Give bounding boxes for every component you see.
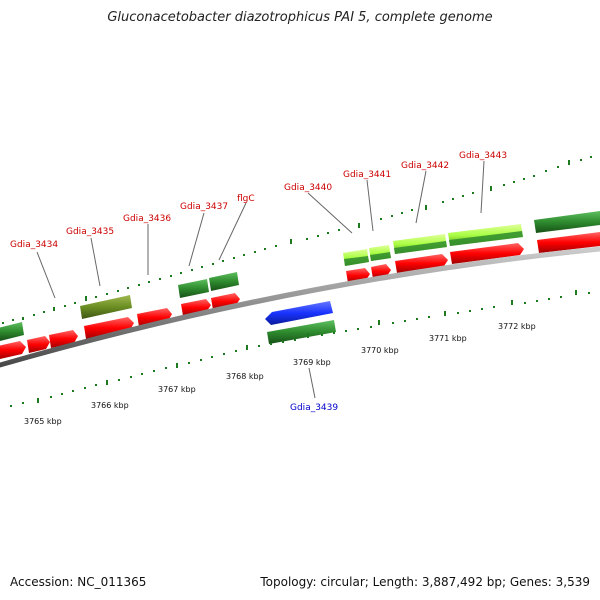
- scale-label: 3766 kbp: [91, 401, 129, 410]
- cds-arrow-flgc[interactable]: [211, 293, 240, 310]
- gene-bar-gdia-3437[interactable]: [178, 279, 209, 298]
- scale-label: 3768 kbp: [226, 372, 264, 381]
- cds-arrow[interactable]: [0, 341, 26, 359]
- scale-label: 3765 kbp: [24, 417, 62, 426]
- scale-label: 3767 kbp: [158, 385, 196, 394]
- lower-gene-track: [265, 301, 336, 344]
- outer-tick-track: [2, 156, 592, 324]
- cds-arrow-gdia-3435[interactable]: [84, 317, 134, 339]
- gene-label-gdia-3442[interactable]: Gdia_3442: [401, 161, 449, 171]
- inner-tick-track: [10, 290, 590, 407]
- cds-arrow[interactable]: [27, 336, 50, 353]
- gene-bar-gdia-3439[interactable]: [267, 320, 336, 344]
- cds-arrow-gdia-3439[interactable]: [265, 301, 333, 325]
- gene-labels: Gdia_3434 Gdia_3435 Gdia_3436 Gdia_3437 …: [10, 151, 507, 413]
- cds-arrow-gdia-3443[interactable]: [450, 243, 524, 264]
- cds-arrow-gdia-3436[interactable]: [137, 308, 172, 327]
- label-leaders: [36, 160, 485, 399]
- cds-arrow-gdia-3442[interactable]: [395, 254, 448, 273]
- gene-label-gdia-3437[interactable]: Gdia_3437: [180, 202, 228, 212]
- gene-bar[interactable]: [534, 211, 600, 233]
- scale-labels: 3765 kbp 3766 kbp 3767 kbp 3768 kbp 3769…: [24, 322, 536, 426]
- gene-label-gdia-3434[interactable]: Gdia_3434: [10, 240, 58, 250]
- gene-label-gdia-3441[interactable]: Gdia_3441: [343, 170, 391, 180]
- forward-gene-track: [0, 211, 600, 341]
- gene-label-gdia-3439[interactable]: Gdia_3439: [290, 403, 338, 413]
- scale-label: 3772 kbp: [498, 322, 536, 331]
- gene-label-gdia-3436[interactable]: Gdia_3436: [123, 214, 171, 224]
- gene-label-flgc[interactable]: flgC: [237, 194, 255, 204]
- scale-label: 3771 kbp: [429, 334, 467, 343]
- scale-label: 3770 kbp: [361, 346, 399, 355]
- map-title: Gluconacetobacter diazotrophicus PAI 5, …: [107, 10, 493, 25]
- gene-bar-gdia-3435[interactable]: [80, 295, 132, 319]
- gene-bar-flgc[interactable]: [209, 272, 239, 291]
- accession-text: Accession: NC_011365: [10, 575, 147, 589]
- gene-label-gdia-3435[interactable]: Gdia_3435: [66, 227, 114, 237]
- scale-label: 3769 kbp: [293, 358, 331, 367]
- cds-arrow[interactable]: [537, 232, 600, 253]
- cds-arrow-gdia-3437[interactable]: [181, 299, 211, 316]
- gene-bar[interactable]: [0, 322, 24, 341]
- gene-label-gdia-3443[interactable]: Gdia_3443: [459, 151, 507, 161]
- gene-label-gdia-3440[interactable]: Gdia_3440: [284, 183, 332, 193]
- genome-summary: Topology: circular; Length: 3,887,492 bp…: [260, 575, 590, 589]
